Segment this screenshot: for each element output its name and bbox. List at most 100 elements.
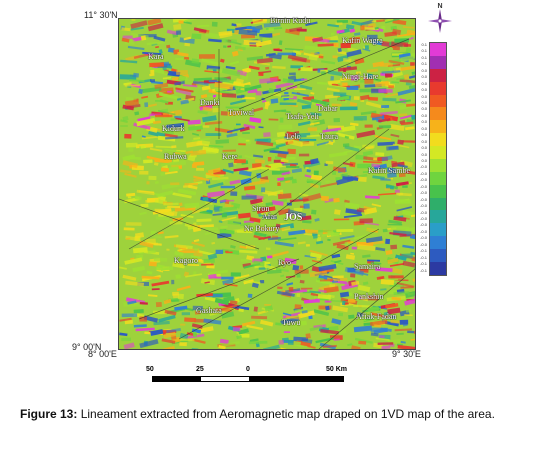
legend-tick-label: 0.0 xyxy=(421,158,427,163)
legend-tick-label: -0.0 xyxy=(420,228,427,234)
coord-bottom-left-lon: 8° 00'E xyxy=(88,349,117,359)
lineament-line xyxy=(318,268,415,349)
place-label: Kagoro xyxy=(174,256,198,265)
legend-swatch xyxy=(430,236,446,249)
legend-tick-label: 0.0 xyxy=(421,106,427,112)
legend-swatch xyxy=(430,223,446,237)
lineament-line xyxy=(238,38,410,110)
legend-swatch xyxy=(430,146,446,159)
legend-tick-label: -0.0 xyxy=(420,222,427,228)
legend-tick-label: 0.0 xyxy=(421,74,427,80)
legend-tick-label: -0.1 xyxy=(420,254,427,260)
legend-swatch xyxy=(430,249,446,262)
legend-swatch xyxy=(430,55,446,69)
place-label: Taura xyxy=(320,132,339,141)
legend-tick-label: 0.0 xyxy=(421,112,427,118)
legend-tick-label: -0.1 xyxy=(420,248,427,254)
scale-label-50-right: 50 Km xyxy=(326,366,348,373)
legend-tick-label: 0.0 xyxy=(421,100,427,105)
legend-swatch xyxy=(430,158,446,172)
figure-caption: Figure 13: Lineament extracted from Aero… xyxy=(20,406,528,423)
place-label: Ne Bokury xyxy=(244,224,280,233)
legend-tick-label: -0.1 xyxy=(420,261,427,267)
legend-swatch xyxy=(430,107,446,121)
lineament-line xyxy=(138,258,300,320)
place-label: Gashata xyxy=(196,306,222,315)
lineament-line xyxy=(128,168,270,250)
map-raster xyxy=(119,19,415,349)
legend-swatch xyxy=(430,184,446,198)
legend-swatch xyxy=(430,68,446,82)
place-label: Kere xyxy=(222,152,238,161)
legend-tick-label: -0.0 xyxy=(420,183,427,189)
legend-tick-label: 0.1 xyxy=(421,61,427,67)
legend-tick-label: -0.1 xyxy=(420,267,427,273)
place-label: Siron xyxy=(252,204,270,213)
legend-swatch xyxy=(430,81,446,95)
legend-tick-label: 0.0 xyxy=(421,145,427,151)
legend-tick-label: -0.0 xyxy=(420,209,427,215)
legend-swatch xyxy=(430,210,446,224)
legend-tick-label: 0.0 xyxy=(421,132,427,138)
place-label: Toviwal xyxy=(228,108,255,117)
legend-tick-label: -0.0 xyxy=(420,177,427,183)
caption-text: Lineament extracted from Aeromagnetic ma… xyxy=(77,407,495,421)
place-label: Afiak-Fadan xyxy=(356,312,397,321)
scale-bar xyxy=(152,376,344,382)
legend-tick-label: 0.0 xyxy=(421,93,427,99)
legend-tick-label: -0.0 xyxy=(420,241,427,247)
color-legend xyxy=(429,42,447,276)
legend-tick-label: 0.0 xyxy=(421,119,427,125)
place-label: Kafin Sambe xyxy=(368,166,410,175)
legend-tick-label: 0.1 xyxy=(421,54,427,60)
place-label: JOS xyxy=(284,212,303,223)
legend-swatch xyxy=(430,120,446,134)
legend-swatch xyxy=(430,261,446,275)
legend-swatch xyxy=(430,133,446,146)
place-label: Kidurk xyxy=(162,124,185,133)
place-label: Afar xyxy=(262,212,277,221)
place-label: Tsafa-Yeli xyxy=(286,112,319,121)
legend-tick-label: -0.0 xyxy=(420,216,427,221)
legend-swatch xyxy=(430,197,446,211)
legend-tick-label: 0.0 xyxy=(421,67,427,73)
place-label: Tuwu xyxy=(282,318,301,327)
legend-tick-label: 0.0 xyxy=(421,151,427,157)
scale-label-50-left: 50 xyxy=(146,366,154,373)
legend-tick-label: 0.0 xyxy=(421,80,427,86)
place-label: Samaira xyxy=(354,262,381,271)
place-label: Kafin Wagra xyxy=(342,36,383,45)
lineament-line xyxy=(268,128,390,220)
legend-swatch xyxy=(430,171,446,185)
coord-top-left: 11° 30'N xyxy=(84,10,118,20)
place-label: Pankshin xyxy=(354,292,384,301)
place-label: Kara xyxy=(148,52,164,61)
svg-text:N: N xyxy=(437,3,442,10)
place-label: Ningi-Hare xyxy=(342,72,379,81)
caption-label: Figure 13: xyxy=(20,407,78,421)
legend-tick-label: -0.0 xyxy=(420,190,427,196)
place-label: Dabar xyxy=(318,104,338,113)
legend-tick-label: 0.1 xyxy=(421,48,427,54)
legend-swatch xyxy=(430,94,446,108)
legend-tick-label: 0.0 xyxy=(421,138,427,144)
scale-label-0: 0 xyxy=(246,366,250,373)
north-arrow-icon: N xyxy=(428,3,452,33)
legend-tick-label: 0.0 xyxy=(421,125,427,131)
place-label: Birnin Kudu xyxy=(270,16,311,25)
scale-label-25: 25 xyxy=(196,366,204,373)
legend-tick-label: -0.0 xyxy=(420,235,427,241)
place-label: Ryo xyxy=(278,258,292,267)
legend-tick-label: -0.0 xyxy=(420,164,427,170)
place-label: Lelo xyxy=(286,132,301,141)
legend-tick-label: 0.0 xyxy=(421,87,427,93)
legend-tick-label: -0.0 xyxy=(420,196,427,202)
aeromagnetic-map xyxy=(118,18,416,350)
lineament-line xyxy=(178,228,380,340)
place-label: Rubwa xyxy=(164,152,187,161)
place-label: Danki xyxy=(200,98,220,107)
legend-swatch xyxy=(430,43,446,56)
legend-tick-label: 0.1 xyxy=(421,42,427,47)
coord-bottom-left: 9° 00'N xyxy=(72,342,102,352)
coord-bottom-right-lon: 9° 30'E xyxy=(392,349,421,359)
